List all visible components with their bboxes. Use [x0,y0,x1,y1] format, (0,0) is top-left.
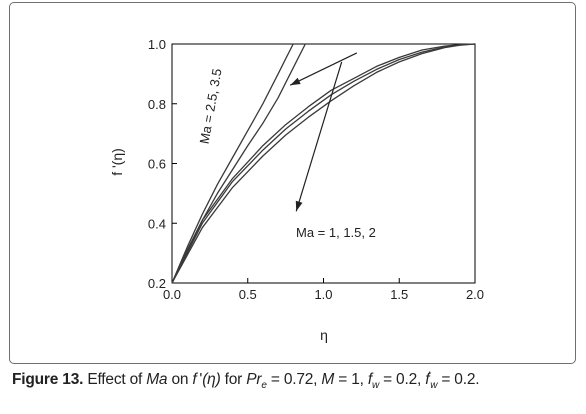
series-line [171,43,476,284]
caption-f-arg: (η) [202,371,221,388]
caption-pr-sub: e [261,380,267,392]
caption-ma-symbol: Ma [146,371,168,388]
caption-fw-sub: w [371,380,379,392]
caption-f-symbol: f [192,371,197,388]
caption-effect-of: Effect of [87,371,143,388]
x-axis-label: η [320,327,328,343]
caption-fwp-symbol: f [425,371,430,388]
x-tick-label: 1.0 [314,287,332,302]
caption-on: on [171,371,189,388]
series-line [171,43,476,284]
annotation-arrowhead [290,77,301,86]
caption-label: Figure 13. [12,371,84,388]
annotation-arrowhead [295,200,303,212]
y-tick-label: 0.4 [148,216,166,231]
annotation-arrow-line [295,61,343,212]
annotation-ma-low: Ma = 1, 1.5, 2 [296,225,376,240]
y-tick-label: 0.8 [148,97,166,112]
y-tick-label: 1.0 [148,37,166,52]
caption-for: for [224,371,243,388]
series-line [171,43,294,284]
series-line [171,43,306,284]
x-tick-label: 1.5 [390,287,408,302]
caption-fwp-sub: w [430,380,438,392]
caption-fw-value: = 0.2, [383,371,422,388]
x-tick-label: 2.0 [466,287,484,302]
chart: 0.0 0.5 1.0 1.5 2.0 0.2 0.4 0.6 0.8 1.0 η f '(η)… [109,37,484,343]
annotation-arrow-line [289,52,358,86]
x-tick-label: 0.0 [163,287,181,302]
caption-pr-symbol: Pr [246,371,262,388]
caption-fw-symbol: f [367,371,372,388]
series-line [171,43,476,284]
y-axis-label: f '(η) [109,148,125,176]
x-tick-label: 0.5 [239,287,257,302]
caption-fwp-value: = 0.2. [441,371,480,388]
caption-pr-value: = 0.72, [270,371,318,388]
figure-caption: Figure 13. Effect of Ma on f '(η) for Pr… [12,370,480,392]
caption-m-symbol: M [321,371,335,388]
y-tick-label: 0.2 [148,276,166,291]
annotation-ma-high: Ma = 2.5, 3.5 [197,67,225,145]
caption-m-value: = 1, [338,371,364,388]
figure-frame [9,2,576,364]
y-tick-label: 0.6 [148,157,166,172]
